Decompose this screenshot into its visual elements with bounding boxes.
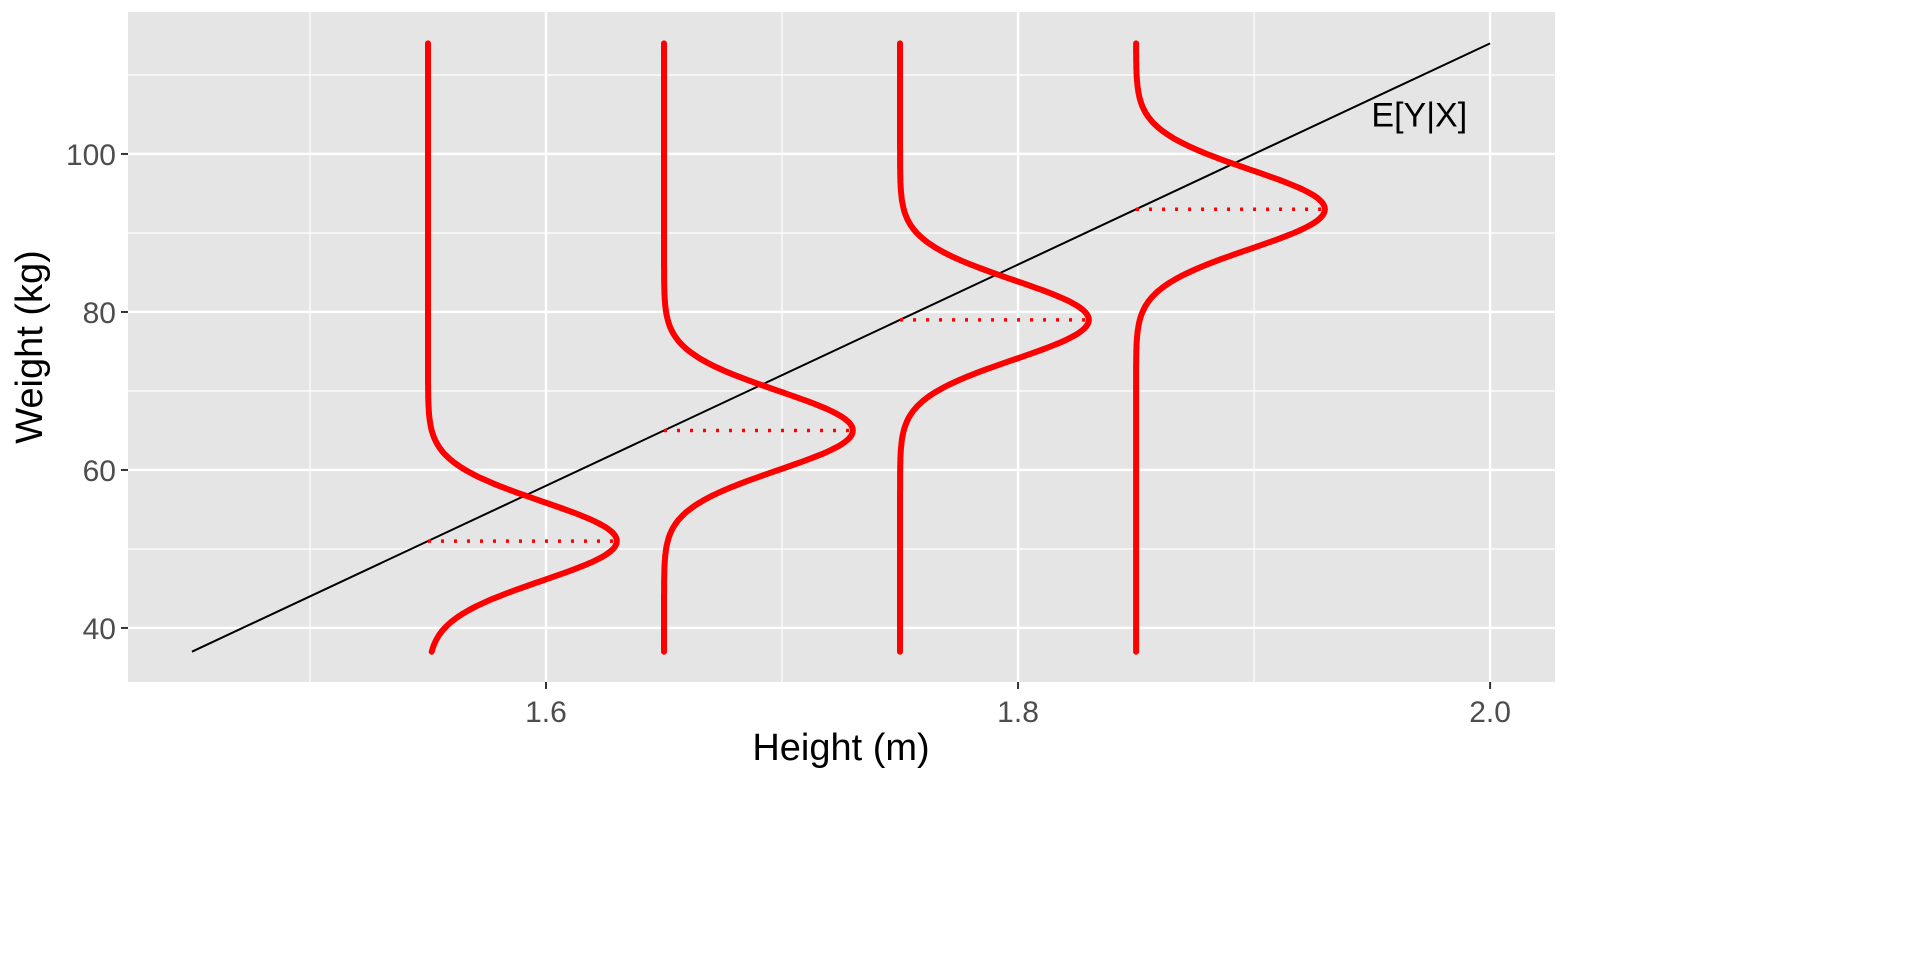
regression-label: E[Y|X]: [1371, 96, 1467, 134]
y-tick-label: 40: [83, 613, 116, 646]
y-tick-label: 80: [83, 297, 116, 330]
x-tick-label: 2.0: [1469, 696, 1511, 729]
density-curve: [661, 40, 856, 655]
x-axis-title: Height (m): [752, 727, 929, 769]
y-tick-label: 60: [83, 455, 116, 488]
x-tick-label: 1.6: [525, 696, 567, 729]
y-tick-label: 100: [66, 139, 116, 172]
density-curve: [1133, 40, 1328, 655]
y-axis-title: Weight (kg): [9, 250, 51, 444]
x-tick-label: 1.8: [997, 696, 1039, 729]
regression-line: [191, 42, 1491, 653]
density-curve: [897, 40, 1092, 655]
density-curve: [425, 40, 620, 655]
